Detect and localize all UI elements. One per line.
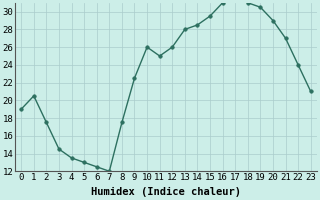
X-axis label: Humidex (Indice chaleur): Humidex (Indice chaleur) <box>91 187 241 197</box>
